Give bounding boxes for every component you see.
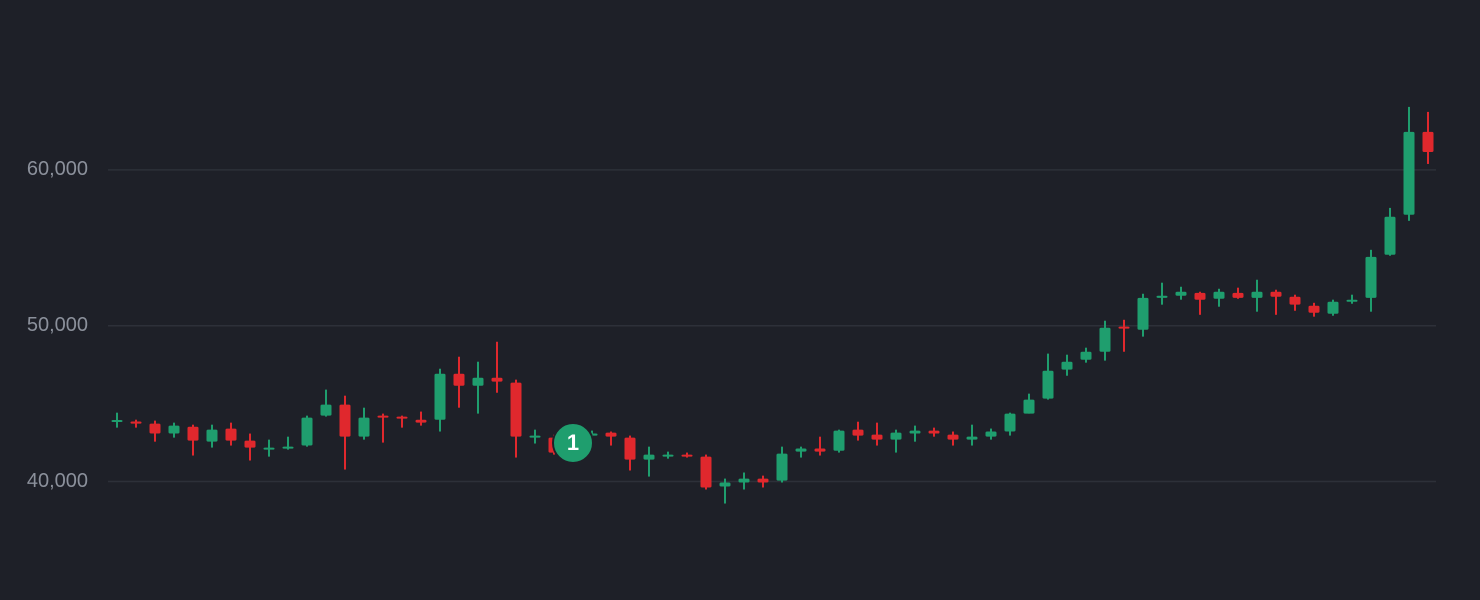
candle-body [1042, 370, 1054, 399]
candle-body [396, 416, 408, 419]
candle-body [643, 454, 655, 460]
candle-body [1156, 295, 1168, 298]
candle-body [605, 432, 617, 437]
candle-body [434, 373, 446, 420]
y-tick-label: 40,000 [27, 470, 88, 492]
candle-body [377, 415, 389, 418]
candle-body [1137, 297, 1149, 330]
candle-body [1213, 291, 1225, 299]
candle-body [928, 430, 940, 434]
candle-body [681, 454, 693, 457]
candle-body [1308, 305, 1320, 313]
candle-body [415, 419, 427, 423]
candle-body [1346, 299, 1358, 302]
candle-body [738, 478, 750, 483]
candle-body [814, 448, 826, 452]
candle-body [453, 373, 465, 386]
candle-body [719, 482, 731, 487]
candles [111, 106, 1434, 504]
candle-body [301, 417, 313, 446]
candle-body [1251, 291, 1263, 298]
candle-body [1403, 131, 1415, 215]
candle-body [662, 454, 674, 457]
candle-body [1270, 291, 1282, 297]
candle-body [339, 404, 351, 437]
candle-body [966, 436, 978, 440]
y-tick-label: 60,000 [27, 158, 88, 180]
candle-body [871, 434, 883, 440]
candle-body [491, 377, 503, 382]
candle-body [852, 429, 864, 436]
candle-body [282, 446, 294, 449]
candle-body [624, 437, 636, 460]
candle-body [1365, 256, 1377, 298]
candle-body [1289, 296, 1301, 305]
candle-body [947, 434, 959, 440]
candle-body [168, 425, 180, 434]
candle-body [358, 417, 370, 437]
candle-body [890, 432, 902, 440]
candle-body [263, 447, 275, 450]
annotation-badge [552, 422, 594, 464]
annotation-marker: 1 [552, 422, 594, 464]
candle-body [472, 377, 484, 386]
candle-body [1327, 301, 1339, 314]
candle-body [909, 430, 921, 434]
candle-body [1232, 292, 1244, 298]
y-tick-label: 50,000 [27, 314, 88, 336]
candle-body [1384, 216, 1396, 255]
candle-body [1118, 326, 1130, 329]
candle-body [529, 435, 541, 438]
candle-body [757, 478, 769, 483]
candle-body [1080, 351, 1092, 360]
candle-body [510, 382, 522, 437]
candle-body [130, 421, 142, 424]
candle-body [320, 404, 332, 416]
candle-body [1422, 131, 1434, 152]
annotation-label: 1 [567, 430, 579, 455]
candle-body [1175, 291, 1187, 296]
candle-body [833, 430, 845, 451]
candle-body [700, 456, 712, 488]
candle-body [1061, 361, 1073, 370]
candle-body [985, 431, 997, 437]
candle-body [776, 453, 788, 481]
candle-body [244, 440, 256, 448]
candle-body [206, 429, 218, 442]
candle-body [225, 428, 237, 441]
grid: 40,000 50,000 60,000 [27, 158, 1436, 492]
candle-body [111, 420, 123, 422]
candle-body [1099, 327, 1111, 352]
candle-body [1194, 292, 1206, 300]
candle-body [1004, 413, 1016, 432]
candle-body [795, 448, 807, 452]
candle-body [1023, 399, 1035, 414]
candle-body [187, 426, 199, 441]
candle-body [149, 423, 161, 434]
